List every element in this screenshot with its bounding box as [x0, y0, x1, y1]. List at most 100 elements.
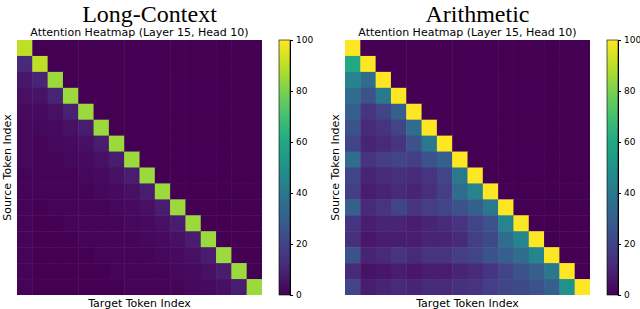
cell	[170, 104, 186, 120]
cell	[216, 40, 232, 56]
cell	[376, 120, 392, 136]
cells	[345, 40, 590, 295]
cell	[185, 136, 201, 152]
cell	[216, 88, 232, 104]
cell	[345, 72, 361, 88]
cell	[216, 247, 232, 263]
cell	[32, 247, 48, 263]
cell	[231, 152, 247, 168]
cell	[155, 279, 171, 295]
cell	[17, 136, 33, 152]
cell	[437, 152, 453, 168]
colorbar-tick-mark	[618, 40, 621, 41]
cell	[63, 88, 79, 104]
cell	[216, 231, 232, 247]
cell	[468, 279, 484, 295]
cell	[124, 215, 140, 231]
cell	[185, 72, 201, 88]
cell	[422, 183, 438, 199]
cell	[201, 247, 217, 263]
cell	[170, 152, 186, 168]
cell	[32, 120, 48, 136]
cell	[63, 247, 79, 263]
cell	[140, 183, 156, 199]
cell	[559, 215, 575, 231]
cell	[498, 199, 514, 215]
cell	[422, 199, 438, 215]
cell	[345, 199, 361, 215]
cell	[247, 247, 262, 263]
cell	[452, 40, 468, 56]
cell	[575, 40, 590, 56]
cell	[109, 279, 125, 295]
cell	[32, 231, 48, 247]
cell	[63, 199, 79, 215]
cell	[544, 215, 560, 231]
cell	[468, 199, 484, 215]
cell	[376, 263, 392, 279]
cell	[94, 263, 110, 279]
cell	[78, 40, 94, 56]
cell	[17, 120, 33, 136]
cell	[216, 215, 232, 231]
cell	[529, 247, 545, 263]
cell	[48, 136, 64, 152]
cell	[185, 199, 201, 215]
cell	[170, 56, 186, 72]
cell	[483, 56, 499, 72]
cell	[124, 168, 140, 184]
cell	[575, 199, 590, 215]
cell	[201, 104, 217, 120]
cell	[452, 263, 468, 279]
colorbar-axis-line	[619, 41, 622, 296]
cell	[140, 88, 156, 104]
cell	[468, 247, 484, 263]
cell	[498, 279, 514, 295]
cell	[376, 168, 392, 184]
cell	[155, 72, 171, 88]
cell	[575, 279, 590, 295]
cell	[231, 120, 247, 136]
cell	[529, 152, 545, 168]
colorbar-tick-label: 40	[296, 188, 308, 198]
cell	[94, 40, 110, 56]
cell	[63, 104, 79, 120]
cell	[17, 263, 33, 279]
colorbar-tick: 60	[290, 137, 308, 147]
cell	[124, 72, 140, 88]
cell	[78, 199, 94, 215]
cell	[247, 263, 262, 279]
cell	[94, 215, 110, 231]
cell	[140, 136, 156, 152]
cell	[170, 279, 186, 295]
cell	[48, 72, 64, 88]
cell	[513, 199, 529, 215]
title: Long-Context	[82, 1, 217, 27]
cell	[48, 120, 64, 136]
y-label: Source Token Index	[329, 114, 342, 221]
cell	[437, 72, 453, 88]
cell	[140, 247, 156, 263]
cell	[529, 56, 545, 72]
cell	[391, 152, 407, 168]
cell	[529, 231, 545, 247]
cell	[559, 263, 575, 279]
cell	[94, 136, 110, 152]
cell	[468, 88, 484, 104]
cell	[201, 120, 217, 136]
cell	[360, 40, 376, 56]
cell	[17, 72, 33, 88]
cell	[48, 40, 64, 56]
cell	[231, 72, 247, 88]
cell	[529, 215, 545, 231]
cell	[422, 263, 438, 279]
cell	[575, 263, 590, 279]
cell	[78, 183, 94, 199]
cell	[201, 183, 217, 199]
colorbar-tick-mark	[618, 244, 621, 245]
cell	[483, 104, 499, 120]
cell	[483, 40, 499, 56]
cell	[216, 279, 232, 295]
cell	[498, 263, 514, 279]
cell	[94, 120, 110, 136]
